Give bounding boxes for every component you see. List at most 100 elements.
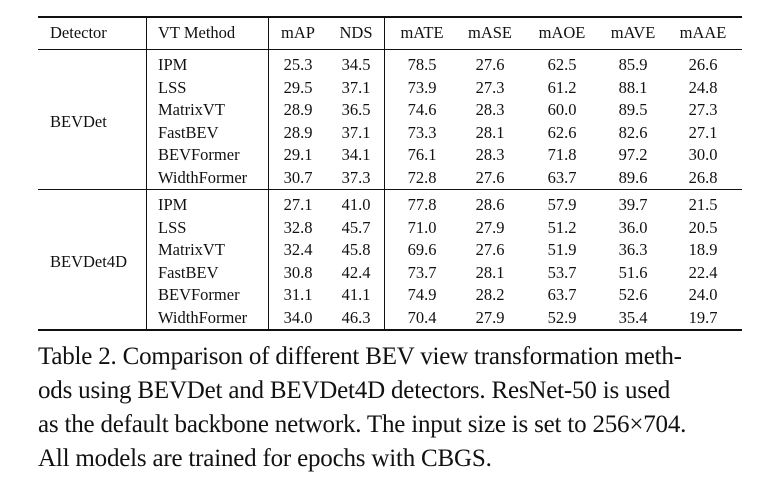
metric-cell: 37.1	[341, 77, 371, 97]
metric-cell: 41.0	[341, 195, 371, 214]
column-header-vt-method: VT Method	[158, 23, 236, 42]
metric-cell: 73.3	[407, 122, 437, 142]
metric-cell: 41.1	[341, 285, 371, 305]
metric-cell: 26.6	[688, 55, 718, 74]
vt-method-cell: BEVFormer	[158, 145, 240, 165]
metric-cell: 97.2	[618, 145, 648, 165]
metric-cell: 26.8	[688, 168, 718, 187]
metric-cell: 28.6	[475, 195, 505, 214]
metric-cell: 34.1	[341, 145, 371, 165]
metric-cell: 27.6	[475, 240, 505, 260]
column-header-mave: mAVE	[610, 23, 656, 42]
metric-cell: 27.3	[688, 100, 718, 120]
metric-cell: 60.0	[547, 100, 577, 120]
column-divider	[384, 18, 385, 329]
metric-cell: 51.2	[547, 217, 577, 237]
metric-cell: 76.1	[407, 145, 437, 165]
metric-cell: 78.5	[407, 55, 437, 74]
metric-cell: 57.9	[547, 195, 577, 214]
metric-cell: 27.9	[475, 217, 505, 237]
column-header-maae: mAAE	[679, 23, 727, 42]
metric-cell: 28.1	[475, 262, 505, 282]
metric-cell: 36.0	[618, 217, 648, 237]
detector-label: BEVDet	[50, 111, 107, 131]
metric-cell: 52.6	[618, 285, 648, 305]
table-bottom-rule	[38, 329, 742, 331]
metric-cell: 74.6	[407, 100, 437, 120]
table-header-rule	[38, 49, 742, 50]
vt-method-cell: MatrixVT	[158, 240, 225, 260]
column-divider	[146, 18, 147, 329]
table-group-separator	[38, 189, 742, 190]
metric-cell: 30.7	[283, 168, 313, 187]
vt-method-cell: BEVFormer	[158, 285, 240, 305]
metric-cell: 73.7	[407, 262, 437, 282]
metric-cell: 51.9	[547, 240, 577, 260]
caption-line: All models are trained for epochs with C…	[38, 445, 492, 472]
metric-cell: 72.8	[407, 168, 437, 187]
metric-cell: 70.4	[407, 308, 437, 327]
column-header-map: mAP	[281, 23, 315, 42]
metric-cell: 27.3	[475, 77, 505, 97]
metric-cell: 28.9	[283, 100, 313, 120]
metric-cell: 88.1	[618, 77, 648, 97]
metric-cell: 32.8	[283, 217, 313, 237]
table-top-rule	[38, 16, 742, 18]
metric-cell: 69.6	[407, 240, 437, 260]
caption-line: as the default backbone network. The inp…	[38, 411, 687, 438]
metric-cell: 35.4	[618, 308, 648, 327]
metric-cell: 71.8	[547, 145, 577, 165]
metric-cell: 29.5	[283, 77, 313, 97]
metric-cell: 77.8	[407, 195, 437, 214]
metric-cell: 24.8	[688, 77, 718, 97]
metric-cell: 20.5	[688, 217, 718, 237]
column-header-detector: Detector	[50, 23, 107, 42]
metric-cell: 37.1	[341, 122, 371, 142]
column-header-mate: mATE	[400, 23, 444, 42]
column-divider	[268, 18, 269, 329]
metric-cell: 22.4	[688, 262, 718, 282]
metric-cell: 85.9	[618, 55, 648, 74]
metric-cell: 82.6	[618, 122, 648, 142]
metric-cell: 52.9	[547, 308, 577, 327]
metric-cell: 30.8	[283, 262, 313, 282]
metric-cell: 46.3	[341, 308, 371, 327]
vt-method-cell: MatrixVT	[158, 100, 225, 120]
metric-cell: 29.1	[283, 145, 313, 165]
metric-cell: 28.1	[475, 122, 505, 142]
metric-cell: 37.3	[341, 168, 371, 187]
metric-cell: 73.9	[407, 77, 437, 97]
metric-cell: 42.4	[341, 262, 371, 282]
metric-cell: 39.7	[618, 195, 648, 214]
metric-cell: 62.5	[547, 55, 577, 74]
metric-cell: 74.9	[407, 285, 437, 305]
metric-cell: 24.0	[688, 285, 718, 305]
vt-method-cell: WidthFormer	[158, 168, 248, 187]
vt-method-cell: FastBEV	[158, 262, 219, 282]
metric-cell: 27.1	[688, 122, 718, 142]
vt-method-cell: IPM	[158, 55, 188, 74]
metric-cell: 27.9	[475, 308, 505, 327]
metric-cell: 61.2	[547, 77, 577, 97]
metric-cell: 28.3	[475, 145, 505, 165]
metric-cell: 28.2	[475, 285, 505, 305]
metric-cell: 63.7	[547, 285, 577, 305]
metric-cell: 31.1	[283, 285, 313, 305]
metric-cell: 62.6	[547, 122, 577, 142]
detector-label: BEVDet4D	[50, 251, 127, 271]
caption-line: ods using BEVDet and BEVDet4D detectors.…	[38, 377, 671, 404]
metric-cell: 89.6	[618, 168, 648, 187]
metric-cell: 63.7	[547, 168, 577, 187]
metric-cell: 28.3	[475, 100, 505, 120]
column-header-maoe: mAOE	[538, 23, 586, 42]
metric-cell: 30.0	[688, 145, 718, 165]
vt-method-cell: LSS	[158, 77, 187, 97]
metric-cell: 21.5	[688, 195, 718, 214]
metric-cell: 71.0	[407, 217, 437, 237]
column-header-nds: NDS	[339, 23, 373, 42]
caption-line: Table 2. Comparison of different BEV vie…	[38, 343, 682, 370]
metric-cell: 45.8	[341, 240, 371, 260]
metric-cell: 18.9	[688, 240, 718, 260]
column-header-mase: mASE	[467, 23, 512, 42]
vt-method-cell: IPM	[158, 195, 188, 214]
